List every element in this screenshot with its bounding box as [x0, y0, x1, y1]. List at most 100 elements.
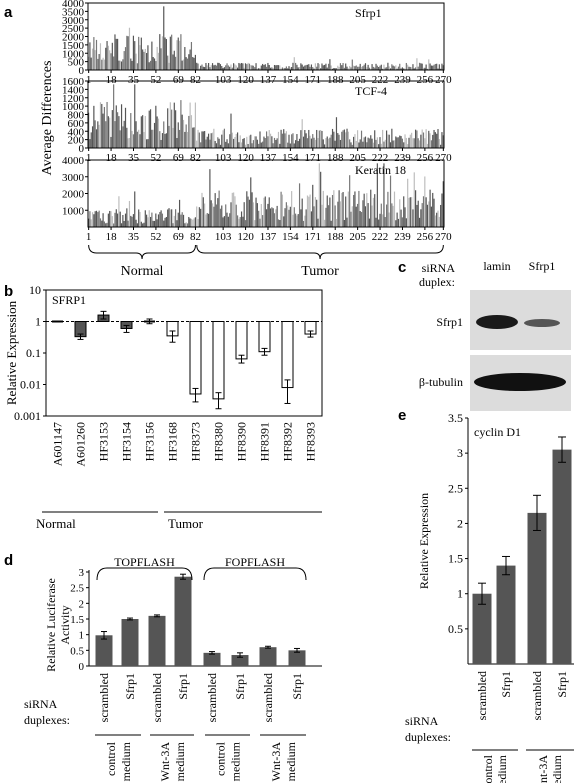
panel-a-bar	[244, 144, 247, 148]
panel-a-bar	[196, 140, 198, 148]
panel-a-bar	[310, 138, 313, 148]
panel-a-bar	[266, 66, 268, 70]
panel-a-bar	[152, 129, 154, 148]
panel-a-bar	[393, 140, 396, 148]
panel-a-bar	[222, 130, 224, 148]
panel-a-bar	[252, 202, 254, 227]
panel-e-ytick-label: 2	[457, 516, 463, 530]
panel-a-bar	[242, 138, 244, 148]
panel-a-bar	[316, 66, 318, 70]
panel-a-bar	[233, 63, 235, 70]
panel-a-bar	[273, 213, 276, 227]
panel-a-bar	[167, 108, 169, 148]
panel-a-bar	[297, 141, 299, 148]
panel-d-medium-label: control	[104, 741, 118, 776]
panel-a-bar	[205, 214, 207, 227]
panel-a-ytick-label: 1500	[62, 40, 85, 52]
panel-a-bar	[325, 138, 327, 148]
panel-d-category-label: Sfrp1	[176, 673, 190, 700]
panel-a-bar	[433, 198, 435, 227]
panel-a-bar	[118, 60, 120, 70]
panel-a-bar	[335, 218, 338, 227]
panel-a-bar	[380, 143, 382, 148]
panel-a-bar	[185, 57, 187, 70]
panel-a-bar	[135, 219, 137, 227]
panel-a-bar	[399, 135, 401, 148]
panel-a-bar	[287, 142, 289, 148]
panel-a-bar	[269, 208, 272, 227]
panel-d-errorbar	[237, 652, 243, 658]
panel-a-bar	[358, 66, 360, 70]
panel-a-bar	[362, 66, 364, 70]
panel-a-bar	[204, 131, 206, 148]
panel-e-medium-label: control	[481, 754, 495, 783]
panel-a-bar	[422, 67, 425, 70]
panel-a-bar	[231, 132, 233, 148]
panel-a-bar	[359, 211, 361, 227]
panel-a-bar	[182, 119, 185, 148]
panel-a-bar	[384, 217, 386, 227]
panel-a-bar	[172, 54, 174, 70]
panel-a-bar	[159, 211, 161, 227]
panel-a-bar	[367, 203, 369, 227]
panel-a-bar	[276, 205, 278, 227]
panel-a-bar	[130, 58, 132, 70]
panel-a-bar	[339, 139, 342, 148]
panel-a-bar	[432, 134, 434, 148]
panel-a-bar	[338, 134, 340, 148]
panel-e-cyclin-d1: 0.5 1 1.5 2 2.5 3 3.5 cyclin D1 Relative Express…	[405, 411, 574, 783]
panel-a-bar	[94, 211, 96, 227]
panel-e-ytick-label: 1.5	[448, 552, 463, 566]
panel-a-bar	[238, 142, 240, 148]
panel-a-bar	[176, 220, 178, 227]
panel-a-bar	[364, 206, 367, 227]
panel-a-bar	[324, 64, 326, 70]
panel-a-bar	[367, 64, 369, 70]
panel-a-bar	[219, 144, 222, 148]
panel-a-bar	[320, 68, 322, 70]
panel-a-bar	[388, 134, 390, 148]
panel-a-bar	[214, 193, 216, 227]
panel-d-bar	[174, 576, 192, 666]
panel-a-bar	[414, 67, 417, 70]
panel-a-bar	[123, 51, 125, 70]
panel-a-bar	[95, 39, 98, 70]
panel-a-xtick-label: 154	[282, 231, 299, 243]
panel-a-bar	[413, 138, 415, 148]
panel-d-ytick-label: 2	[79, 598, 85, 610]
panel-a-bar	[173, 215, 175, 227]
panel-a-bar	[91, 48, 94, 70]
panel-label-b: b	[4, 283, 13, 300]
panel-a-xtick-label: 18	[106, 74, 118, 86]
panel-a-bar	[118, 116, 120, 148]
panel-a-bar	[211, 63, 214, 70]
panel-a-bar	[124, 213, 127, 227]
panel-a-bar	[433, 129, 435, 148]
panel-a-xtick-label: 256	[417, 74, 434, 86]
panel-a-bar	[370, 189, 372, 227]
panel-a-bar	[440, 144, 442, 148]
panel-a-bar	[198, 207, 200, 227]
panel-a-bar	[142, 223, 144, 227]
panel-a-bar	[248, 63, 251, 70]
panel-a-bar	[409, 197, 411, 227]
panel-a-bar	[184, 223, 186, 227]
panel-a-bar	[207, 133, 210, 148]
panel-a-bar	[442, 135, 444, 148]
panel-a-bar	[326, 67, 328, 70]
panel-a-bar	[182, 214, 185, 227]
panel-d-medium-label: Wnt-3A	[158, 742, 172, 782]
panel-a-bar	[128, 27, 131, 70]
panel-a-bar	[296, 64, 298, 70]
panel-a-bar	[210, 65, 212, 70]
panel-b-ylabel: Relative Expression	[4, 300, 19, 405]
panel-a-xtick-label: 171	[305, 231, 322, 243]
panel-a-bar	[244, 63, 247, 70]
panel-e-medium-label: medium	[550, 754, 564, 783]
panel-a-bar	[384, 139, 386, 148]
panel-a-bar	[103, 59, 106, 70]
panel-a-bar	[440, 204, 442, 227]
panel-a-bar	[372, 197, 374, 227]
panel-a-bar	[139, 134, 141, 148]
